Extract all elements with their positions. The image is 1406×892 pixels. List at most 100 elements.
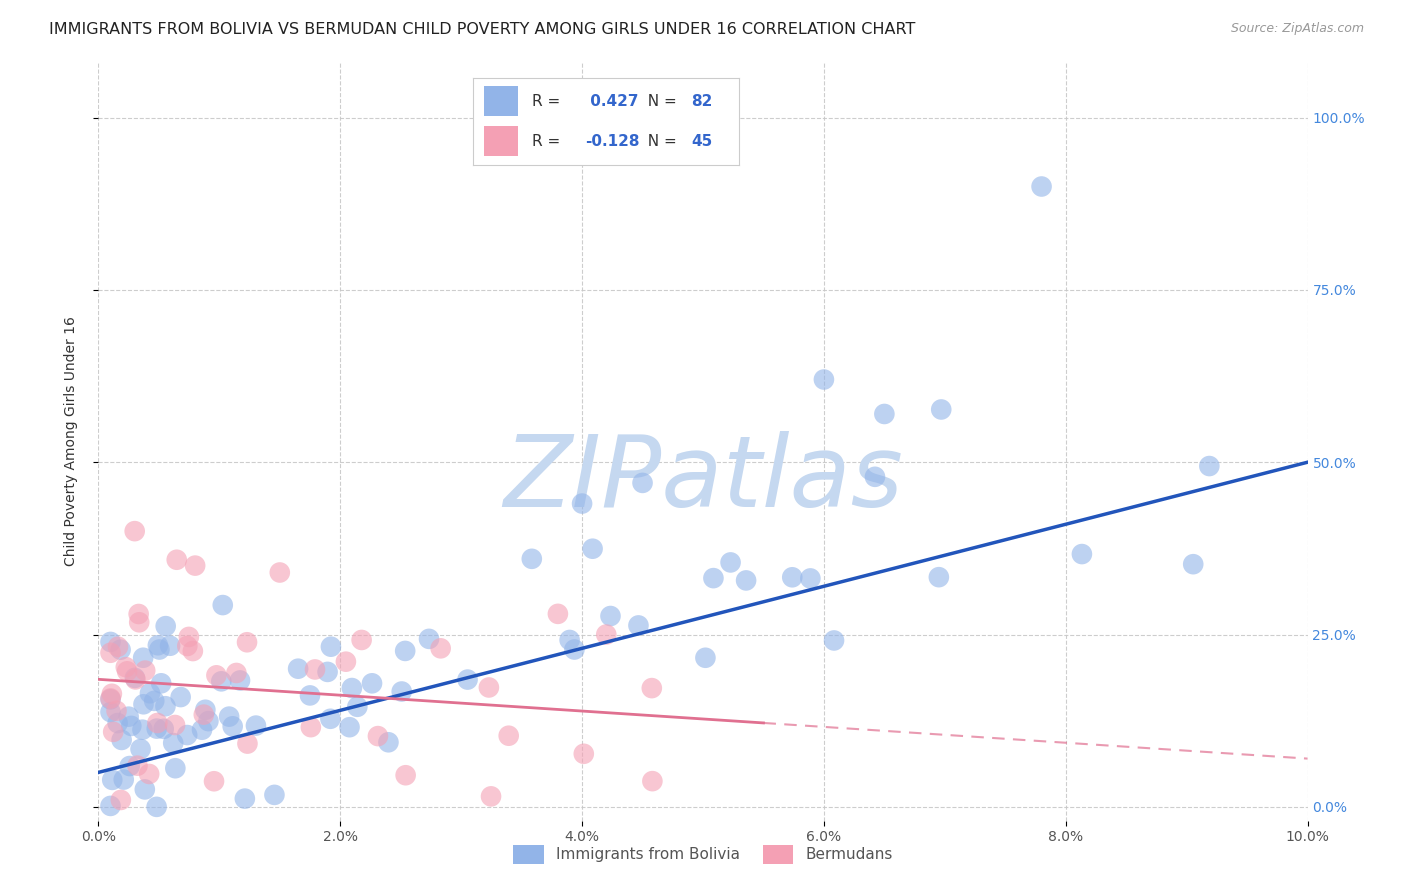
Point (520, 551, 543, 566)
Point (165, 718, 187, 732)
Point (132, 650, 155, 665)
Point (928, 570, 950, 584)
Point (120, 719, 142, 733)
Point (287, 662, 309, 676)
Point (197, 714, 219, 728)
Point (263, 788, 285, 802)
Point (641, 774, 664, 789)
Point (813, 372, 835, 386)
Point (176, 728, 198, 742)
Point (202, 774, 225, 789)
Point (221, 719, 243, 733)
Point (165, 761, 187, 775)
Point (319, 640, 342, 654)
Point (193, 707, 215, 722)
Point (269, 566, 291, 580)
Point (225, 665, 247, 680)
Point (177, 630, 200, 644)
Point (155, 619, 177, 633)
Point (105, 704, 128, 718)
Text: ZIPatlas: ZIPatlas (503, 431, 903, 528)
Point (571, 497, 593, 511)
Point (103, 724, 125, 739)
Point (131, 723, 153, 737)
Point (319, 712, 342, 726)
Point (118, 709, 141, 723)
Point (299, 720, 322, 734)
Point (799, 571, 821, 585)
Text: IMMIGRANTS FROM BOLIVIA VS BERMUDAN CHILD POVERTY AMONG GIRLS UNDER 16 CORRELATI: IMMIGRANTS FROM BOLIVIA VS BERMUDAN CHIL… (49, 22, 915, 37)
Point (478, 681, 501, 695)
Point (1031, 179, 1053, 194)
Point (145, 722, 167, 736)
Point (702, 571, 724, 585)
Point (101, 772, 124, 787)
Point (695, 650, 717, 665)
Point (118, 759, 141, 773)
Point (316, 665, 339, 679)
Point (780, 570, 803, 584)
Y-axis label: Child Poverty Among Girls Under 16: Child Poverty Among Girls Under 16 (63, 317, 77, 566)
Point (457, 673, 479, 687)
Point (194, 703, 217, 717)
Point (498, 729, 520, 743)
Point (581, 541, 603, 556)
Point (115, 665, 138, 679)
Point (100, 705, 122, 719)
Point (823, 633, 845, 648)
Point (211, 598, 233, 612)
Point (100, 692, 122, 706)
Point (169, 690, 191, 704)
Text: Source: ZipAtlas.com: Source: ZipAtlas.com (1230, 22, 1364, 36)
Point (114, 660, 136, 674)
Point (162, 736, 184, 750)
Point (139, 686, 162, 700)
Point (547, 607, 569, 621)
Point (391, 684, 413, 698)
Point (735, 574, 758, 588)
Point (100, 646, 122, 660)
Point (863, 470, 886, 484)
Point (110, 793, 132, 807)
Point (418, 632, 440, 646)
Point (166, 553, 188, 567)
Point (152, 722, 174, 736)
Point (298, 689, 321, 703)
Point (377, 735, 399, 749)
Point (134, 782, 156, 797)
Point (1182, 558, 1205, 572)
Point (134, 664, 156, 678)
Point (218, 709, 240, 723)
Point (873, 407, 896, 421)
Point (335, 655, 357, 669)
Point (304, 663, 326, 677)
Point (572, 747, 595, 761)
Point (176, 639, 198, 653)
Point (595, 627, 617, 641)
Point (929, 402, 952, 417)
Point (159, 639, 181, 653)
Point (124, 524, 146, 538)
Point (361, 676, 384, 690)
Point (209, 674, 232, 689)
Point (479, 789, 502, 804)
Point (394, 644, 416, 658)
Point (129, 742, 152, 756)
Point (128, 607, 150, 621)
Point (1198, 458, 1220, 473)
Point (236, 635, 259, 649)
Point (340, 681, 363, 695)
Point (148, 642, 170, 657)
Point (111, 733, 134, 747)
Point (641, 681, 664, 695)
Point (233, 791, 256, 805)
Point (100, 691, 122, 706)
Point (128, 615, 150, 630)
Point (146, 638, 169, 652)
Point (100, 635, 122, 649)
Point (599, 609, 621, 624)
Point (145, 800, 167, 814)
Point (132, 698, 155, 712)
Point (124, 671, 146, 685)
Point (100, 798, 122, 813)
